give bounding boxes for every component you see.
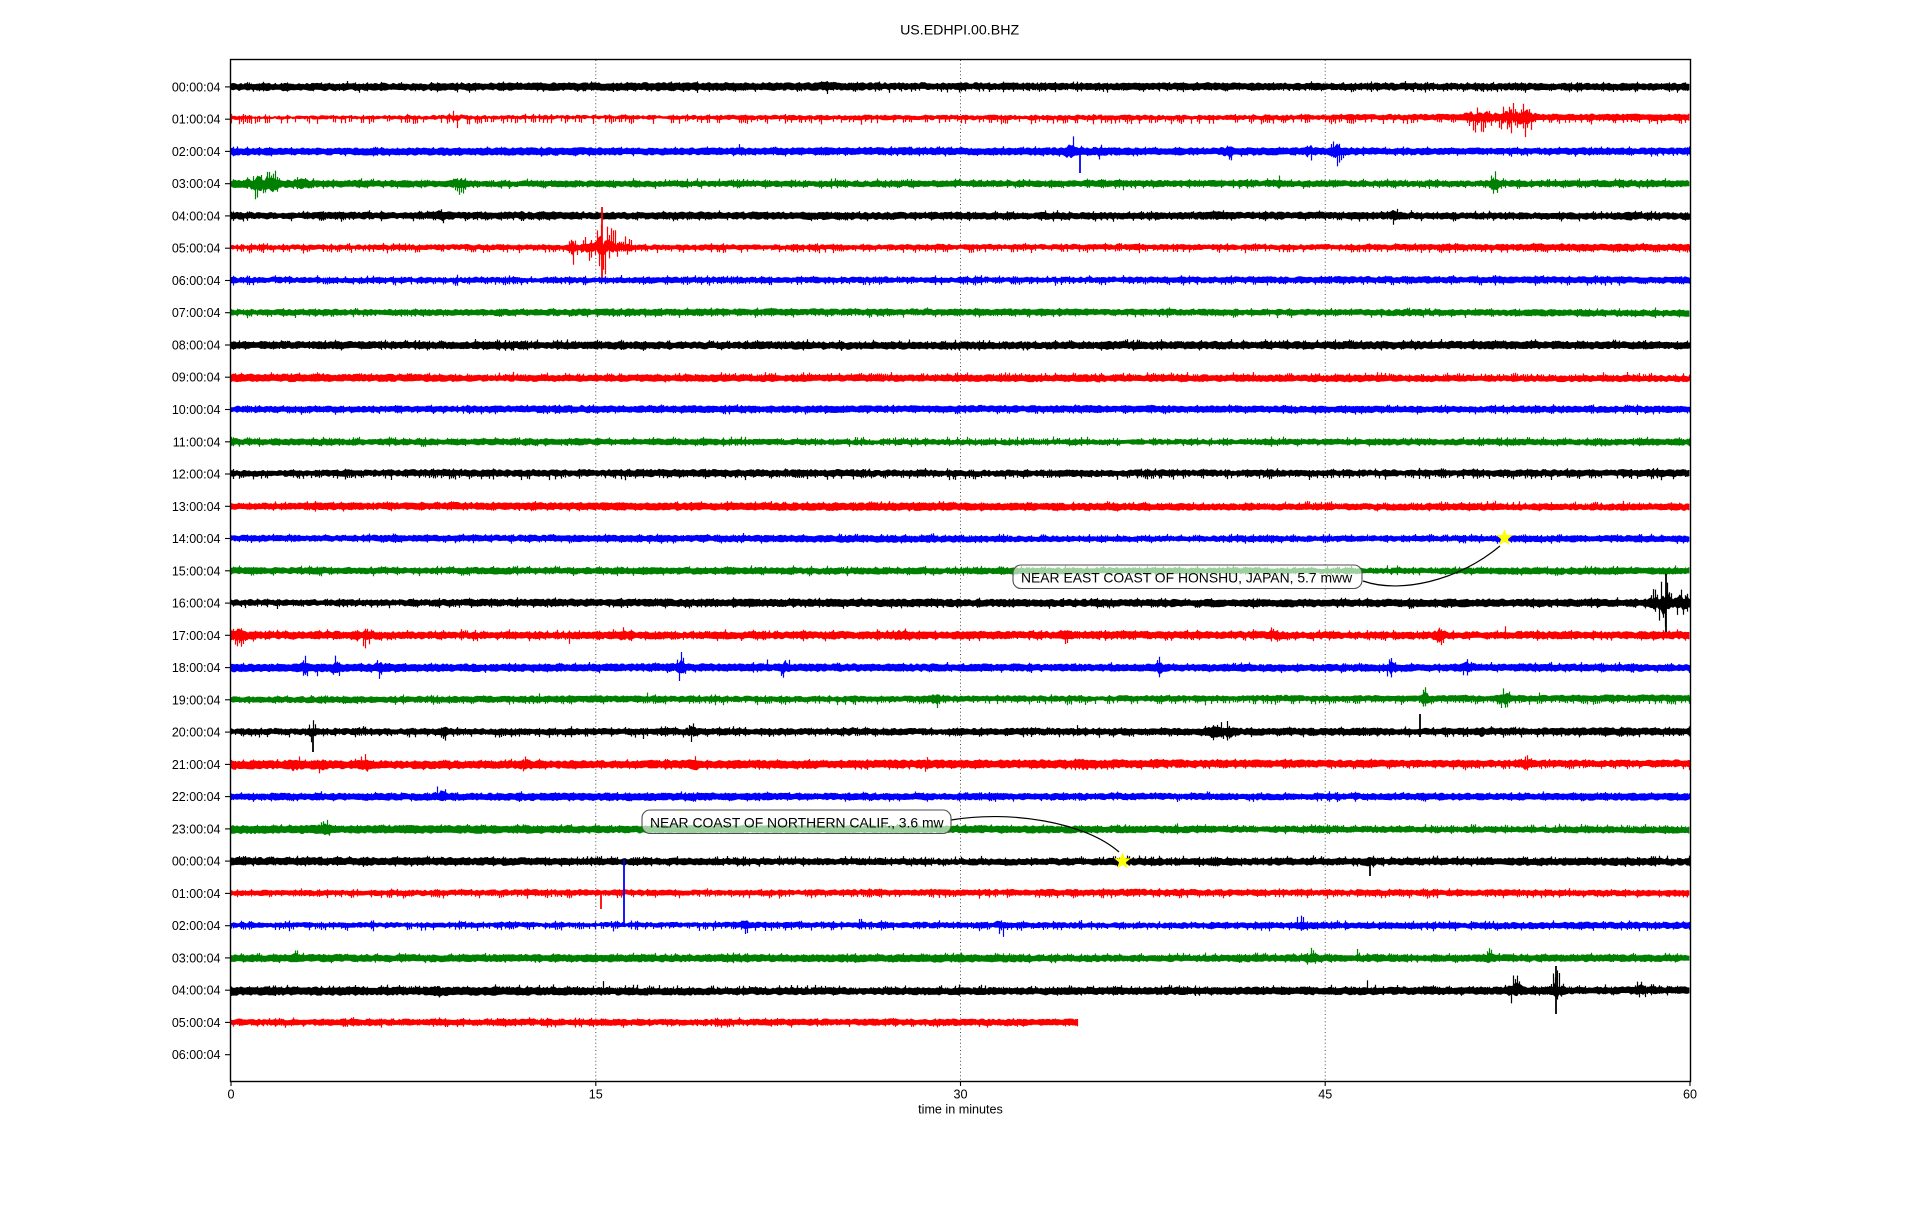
- svg-text:06:00:04: 06:00:04: [172, 1048, 221, 1062]
- svg-text:00:00:04: 00:00:04: [172, 855, 221, 869]
- svg-text:NEAR COAST OF NORTHERN CALIF.,: NEAR COAST OF NORTHERN CALIF., 3.6 mw: [650, 815, 945, 831]
- svg-text:06:00:04: 06:00:04: [172, 274, 221, 288]
- svg-text:03:00:04: 03:00:04: [172, 951, 221, 965]
- svg-text:04:00:04: 04:00:04: [172, 984, 221, 998]
- svg-text:02:00:04: 02:00:04: [172, 919, 221, 933]
- svg-text:13:00:04: 13:00:04: [172, 500, 221, 514]
- svg-text:19:00:04: 19:00:04: [172, 693, 221, 707]
- svg-text:05:00:04: 05:00:04: [172, 242, 221, 256]
- svg-text:02:00:04: 02:00:04: [172, 145, 221, 159]
- svg-text:11:00:04: 11:00:04: [173, 435, 221, 449]
- svg-text:30: 30: [953, 1088, 967, 1102]
- svg-text:01:00:04: 01:00:04: [172, 887, 221, 901]
- svg-text:08:00:04: 08:00:04: [172, 339, 221, 353]
- svg-text:time in minutes: time in minutes: [918, 1103, 1003, 1117]
- svg-text:18:00:04: 18:00:04: [172, 661, 221, 675]
- svg-text:16:00:04: 16:00:04: [172, 597, 221, 611]
- svg-text:07:00:04: 07:00:04: [172, 306, 221, 320]
- svg-text:10:00:04: 10:00:04: [172, 403, 221, 417]
- svg-text:20:00:04: 20:00:04: [172, 726, 221, 740]
- svg-text:03:00:04: 03:00:04: [172, 177, 221, 191]
- svg-text:12:00:04: 12:00:04: [172, 468, 221, 482]
- svg-text:0: 0: [227, 1088, 234, 1102]
- svg-text:05:00:04: 05:00:04: [172, 1016, 221, 1030]
- svg-text:00:00:04: 00:00:04: [172, 80, 221, 94]
- svg-text:09:00:04: 09:00:04: [172, 371, 221, 385]
- svg-text:15:00:04: 15:00:04: [172, 564, 221, 578]
- svg-text:US.EDHPI.00.BHZ: US.EDHPI.00.BHZ: [900, 23, 1019, 39]
- svg-text:45: 45: [1318, 1088, 1332, 1102]
- svg-text:23:00:04: 23:00:04: [172, 822, 221, 836]
- svg-text:17:00:04: 17:00:04: [172, 629, 221, 643]
- svg-text:21:00:04: 21:00:04: [172, 758, 221, 772]
- svg-text:60: 60: [1683, 1088, 1697, 1102]
- svg-text:01:00:04: 01:00:04: [172, 113, 221, 127]
- svg-text:22:00:04: 22:00:04: [172, 790, 221, 804]
- svg-text:NEAR EAST COAST OF HONSHU, JAP: NEAR EAST COAST OF HONSHU, JAPAN, 5.7 mw…: [1021, 570, 1353, 586]
- svg-text:04:00:04: 04:00:04: [172, 209, 221, 223]
- svg-text:15: 15: [589, 1088, 603, 1102]
- svg-text:14:00:04: 14:00:04: [172, 532, 221, 546]
